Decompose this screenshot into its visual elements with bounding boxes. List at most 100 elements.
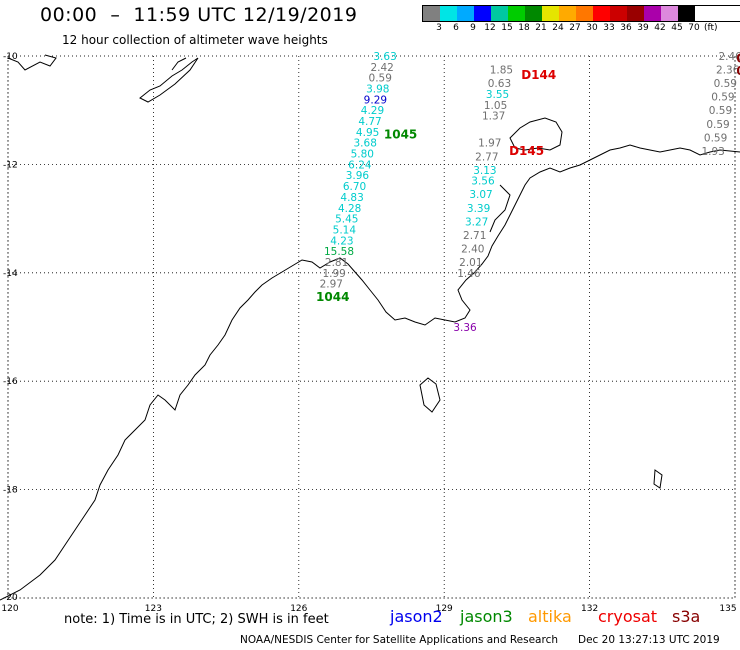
legend-tick-label: 21 <box>535 23 547 33</box>
lon-tick-label: 126 <box>290 604 307 614</box>
wave-height-value: 2.71 <box>463 230 486 242</box>
coastline-island-small <box>171 57 187 71</box>
legend-swatches <box>422 5 740 22</box>
legend-tick-label: 24 <box>552 23 564 33</box>
wave-height-value: 0.59 <box>369 73 392 85</box>
pass-label: 1044 <box>316 290 349 304</box>
wave-height-value: 3.63 <box>373 51 396 63</box>
lat-tick-label: -18 <box>3 486 18 496</box>
wave-height-value: 3.27 <box>465 216 488 228</box>
wave-height-value: 3.55 <box>486 89 509 101</box>
wave-height-value: 5.80 <box>351 149 374 161</box>
wave-height-value: 2.77 <box>475 151 498 163</box>
legend-tick-label: 45 <box>671 23 683 33</box>
wave-height-value: 1.37 <box>482 111 505 123</box>
legend-swatch <box>576 6 593 21</box>
wave-height-value: 0.59 <box>706 119 729 131</box>
legend-tick-label: 15 <box>501 23 513 33</box>
lat-tick-label: -16 <box>3 377 18 387</box>
legend-labels: (ft) 3 6 9 12 15 18 21 24 27 30 33 36 39 42 45 70 <box>422 22 740 34</box>
legend-tick-label: 18 <box>518 23 530 33</box>
wave-height-value: 0.63 <box>488 78 511 90</box>
wave-height-value: 1.46 <box>457 268 481 280</box>
wave-height-value: 1.85 <box>490 65 513 77</box>
pass-labels: 1045 1044 D144 D145 0000 <box>316 52 740 304</box>
wave-height-value: 4.23 <box>330 235 353 247</box>
coastline <box>0 54 740 601</box>
legend-swatch <box>542 6 559 21</box>
legend-tick-label: 39 <box>637 23 649 33</box>
wave-height-value: 0.59 <box>709 105 732 117</box>
wave-height-value: 6.24 <box>348 159 372 171</box>
satellite-altika: altika <box>528 607 572 626</box>
wave-height-value: 3.56 <box>471 176 495 188</box>
wave-height-value: 3.13 <box>473 165 496 177</box>
legend-swatch <box>440 6 457 21</box>
lon-tick-label: 123 <box>145 604 162 614</box>
wave-height-value: 6.70 <box>343 181 366 193</box>
axis-labels: 120 123 126 129 132 135 -10 -12 -14 -16 -18 -20 <box>1 52 736 614</box>
pass-label: D144 <box>521 68 556 82</box>
wave-height-value: 2.36 <box>716 65 740 77</box>
legend-swatch <box>678 6 695 21</box>
legend-swatch <box>423 6 440 21</box>
wave-height-value: 0.59 <box>711 92 734 104</box>
coastline-kimberley <box>0 144 740 601</box>
legend-swatch <box>491 6 508 21</box>
legend-swatch <box>508 6 525 21</box>
wave-height-value: 4.95 <box>356 127 379 139</box>
credit-text: NOAA/NESDIS Center for Satellite Applica… <box>240 634 558 646</box>
wave-height-value: 4.28 <box>338 203 361 215</box>
coastline-island-east <box>653 469 663 489</box>
pass-label: 00 <box>736 52 740 66</box>
wave-height-value: 3.39 <box>467 203 490 215</box>
legend-swatch <box>559 6 576 21</box>
legend-tick-label: 42 <box>654 23 666 33</box>
legend-swatch <box>457 6 474 21</box>
satellite-jason2: jason2 <box>390 607 443 626</box>
wave-height-value: 5.45 <box>335 214 358 226</box>
lon-tick-label: 120 <box>1 604 18 614</box>
legend-tick-label: 6 <box>453 23 459 33</box>
lat-tick-label: -10 <box>3 52 18 62</box>
coastline-bonaparte-islands <box>419 377 441 413</box>
wave-height-value: 4.83 <box>340 192 363 204</box>
wave-height-value: 1.99 <box>322 268 345 280</box>
generated-timestamp: Dec 20 13:27:13 UTC 2019 <box>578 634 720 646</box>
wave-height-value: 1.93 <box>701 146 724 158</box>
legend-tick-label: 36 <box>620 23 632 33</box>
wave-height-value: 0.59 <box>714 78 737 90</box>
coastline-melville-island <box>509 117 563 151</box>
satellite-s3a: s3a <box>672 607 701 626</box>
satellite-cryosat: cryosat <box>598 607 658 626</box>
legend-swatch <box>474 6 491 21</box>
legend-tick-label: 70 <box>688 23 700 33</box>
wave-height-value: 3.36 <box>453 322 477 334</box>
wave-height-value: 0.59 <box>704 132 727 144</box>
pass-label: D145 <box>509 144 544 158</box>
wave-height-value: 2.42 <box>370 62 393 74</box>
legend-tick-label: 12 <box>484 23 496 33</box>
wave-height-value: 4.77 <box>358 116 381 128</box>
wave-height-values: 3.632.420.593.989.294.294.774.953.685.80… <box>320 51 740 334</box>
lon-tick-label: 135 <box>719 604 736 614</box>
wave-height-value: 1.05 <box>484 100 507 112</box>
wave-height-value: 2.97 <box>320 279 343 291</box>
legend-swatch <box>593 6 610 21</box>
lon-tick-label: 129 <box>436 604 453 614</box>
wave-height-value: 2.40 <box>461 243 484 255</box>
lat-tick-label: -12 <box>3 160 18 170</box>
color-legend: (ft) 3 6 9 12 15 18 21 24 27 30 33 36 39 42 45 70 <box>422 5 740 34</box>
legend-tick-label: 3 <box>436 23 442 33</box>
wave-height-value: 5.14 <box>333 224 357 236</box>
legend-swatch <box>525 6 542 21</box>
wave-height-value: 9.29 <box>364 94 387 106</box>
legend-swatch <box>661 6 678 21</box>
pass-label: 1045 <box>384 128 417 142</box>
wave-height-value: 1.97 <box>478 138 501 150</box>
lat-lon-grid <box>7 55 736 599</box>
coastline-island-north <box>139 57 199 103</box>
pass-label: 00 <box>736 64 740 78</box>
chart-title: 00:00 – 11:59 UTC 12/19/2019 <box>40 4 358 26</box>
wave-height-value: 3.68 <box>354 138 377 150</box>
